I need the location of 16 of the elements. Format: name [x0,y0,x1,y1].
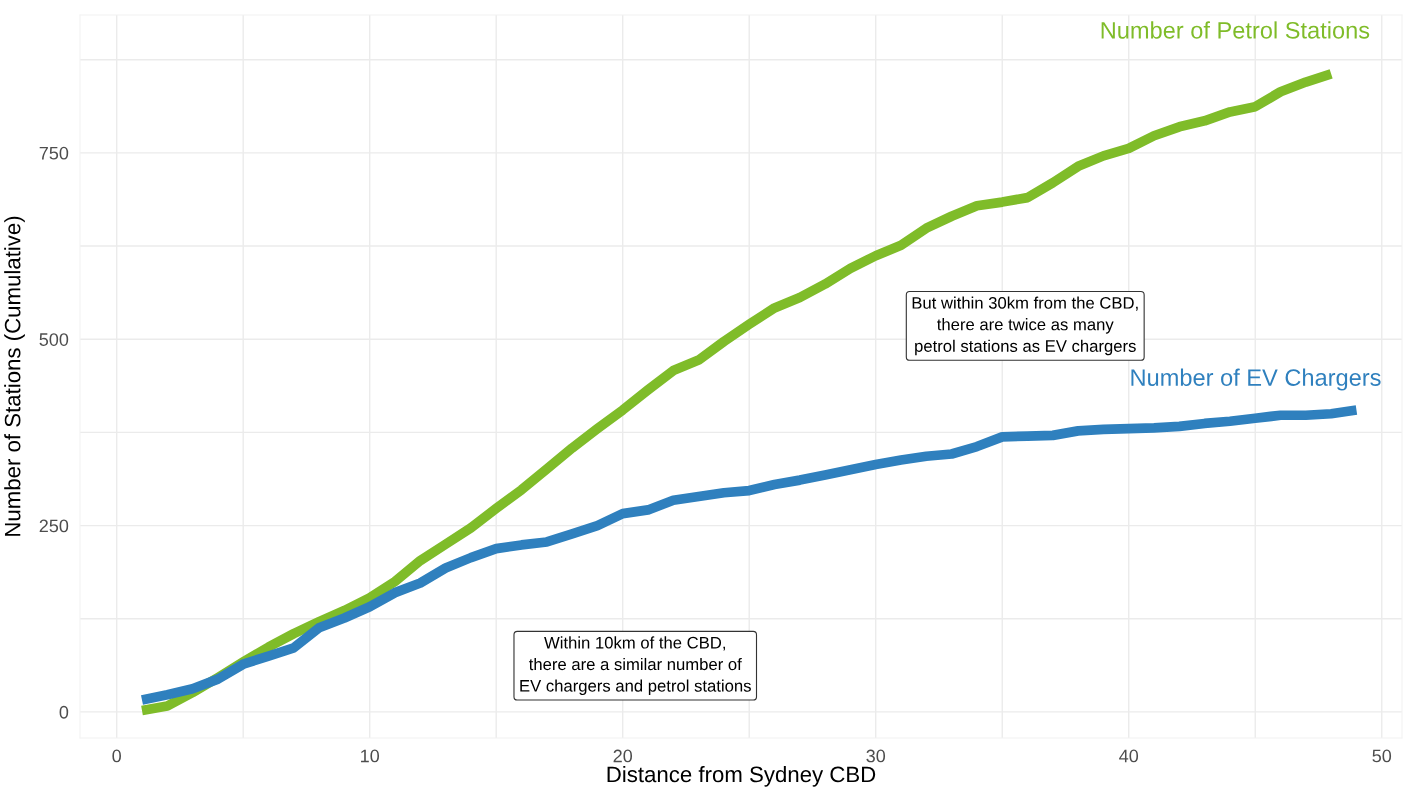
y-tick-label: 0 [59,705,69,719]
text: Number of Petrol Stations [1101,21,1370,39]
x-tick-label: 0 [112,749,121,763]
series-label: Number of EV Chargers [1131,368,1381,391]
y-tick-label: 250 [39,519,69,533]
y-axis-title: Number of Stations (Cumulative) [4,216,25,536]
x-tick-label: 20 [613,749,633,763]
x-axis-title: Distance from Sydney CBD [607,765,876,787]
annotation: Within 10km of the CBD, there are a similar number of EV chargers and petrol stations [520,636,751,696]
y-tick-label: 500 [39,333,69,346]
x-tick-label: 10 [361,749,380,763]
x-tick-label: 50 [1372,749,1392,763]
x-tick-label: 30 [866,749,886,763]
y-tick-label: 750 [39,146,69,160]
annotation: But within 30km from the CBD, there are twice as many petrol stations as EV chargers [912,296,1138,356]
x-tick-label: 40 [1119,749,1139,763]
